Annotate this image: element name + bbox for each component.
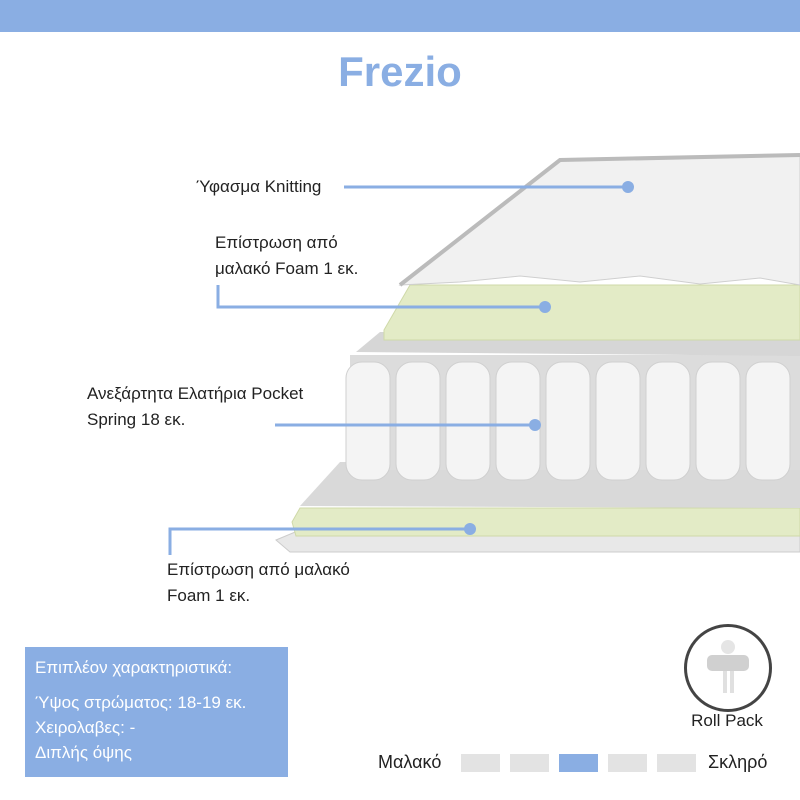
- spring-coil: [645, 361, 691, 481]
- feature-item: Διπλής όψης: [35, 743, 132, 762]
- callout-line-top-foam: [216, 285, 545, 309]
- firmness-level-1: [461, 754, 500, 772]
- callout-text: Spring 18 εκ.: [87, 410, 186, 429]
- callout-dot: [529, 419, 541, 431]
- firmness-level-3: [559, 754, 598, 772]
- firmness-hard-label: Σκληρό: [708, 752, 768, 772]
- roll-pack-icon: [684, 624, 772, 712]
- features-box: Επιπλέον χαρακτηριστικά: Ύψος στρώματος:…: [25, 647, 288, 777]
- spring-coil: [595, 361, 641, 481]
- callout-text: Ανεξάρτητα Ελατήρια Pocket: [87, 384, 304, 403]
- callout-text: Επίστρωση από μαλακό: [167, 560, 350, 579]
- feature-item: Χειρολαβες: -: [35, 718, 136, 737]
- firmness-soft-label: Μαλακό: [378, 752, 442, 772]
- features-heading: Επιπλέον χαρακτηριστικά:: [35, 658, 233, 677]
- firmness-level-4: [608, 754, 647, 772]
- spring-coil: [345, 361, 391, 481]
- firmness-level-2: [510, 754, 549, 772]
- callout-bottom-foam: Επίστρωση από μαλακό Foam 1 εκ.: [167, 557, 350, 609]
- spring-coil: [395, 361, 441, 481]
- feature-item: Ύψος στρώματος: 18-19 εκ.: [35, 693, 247, 712]
- spring-coil: [495, 361, 541, 481]
- callout-dot: [464, 523, 476, 535]
- callout-text: Foam 1 εκ.: [167, 586, 251, 605]
- top-bar: [0, 0, 800, 32]
- callout-top-foam: Επίστρωση από μαλακό Foam 1 εκ.: [215, 230, 358, 282]
- roll-pack-label: Roll Pack: [691, 711, 763, 730]
- callout-line-bottom-foam: [168, 527, 470, 555]
- spring-coil: [445, 361, 491, 481]
- pocket-springs: [345, 355, 800, 481]
- top-foam-layer: [383, 284, 800, 341]
- callout-text: Επίστρωση από: [215, 233, 338, 252]
- callout-dot: [539, 301, 551, 313]
- callout-dot: [622, 181, 634, 193]
- spring-coil: [545, 361, 591, 481]
- knit-fabric-layer: [398, 154, 800, 286]
- bottom-foam-layer: [291, 507, 800, 537]
- firmness-level-5: [657, 754, 696, 772]
- spring-coil: [695, 361, 741, 481]
- spring-coil: [745, 361, 791, 481]
- callout-springs: Ανεξάρτητα Ελατήρια Pocket Spring 18 εκ.: [87, 381, 303, 433]
- callout-text: μαλακό Foam 1 εκ.: [215, 259, 359, 278]
- callout-knit-fabric: Ύφασμα Knitting: [196, 177, 322, 196]
- product-title: Frezio: [338, 48, 462, 95]
